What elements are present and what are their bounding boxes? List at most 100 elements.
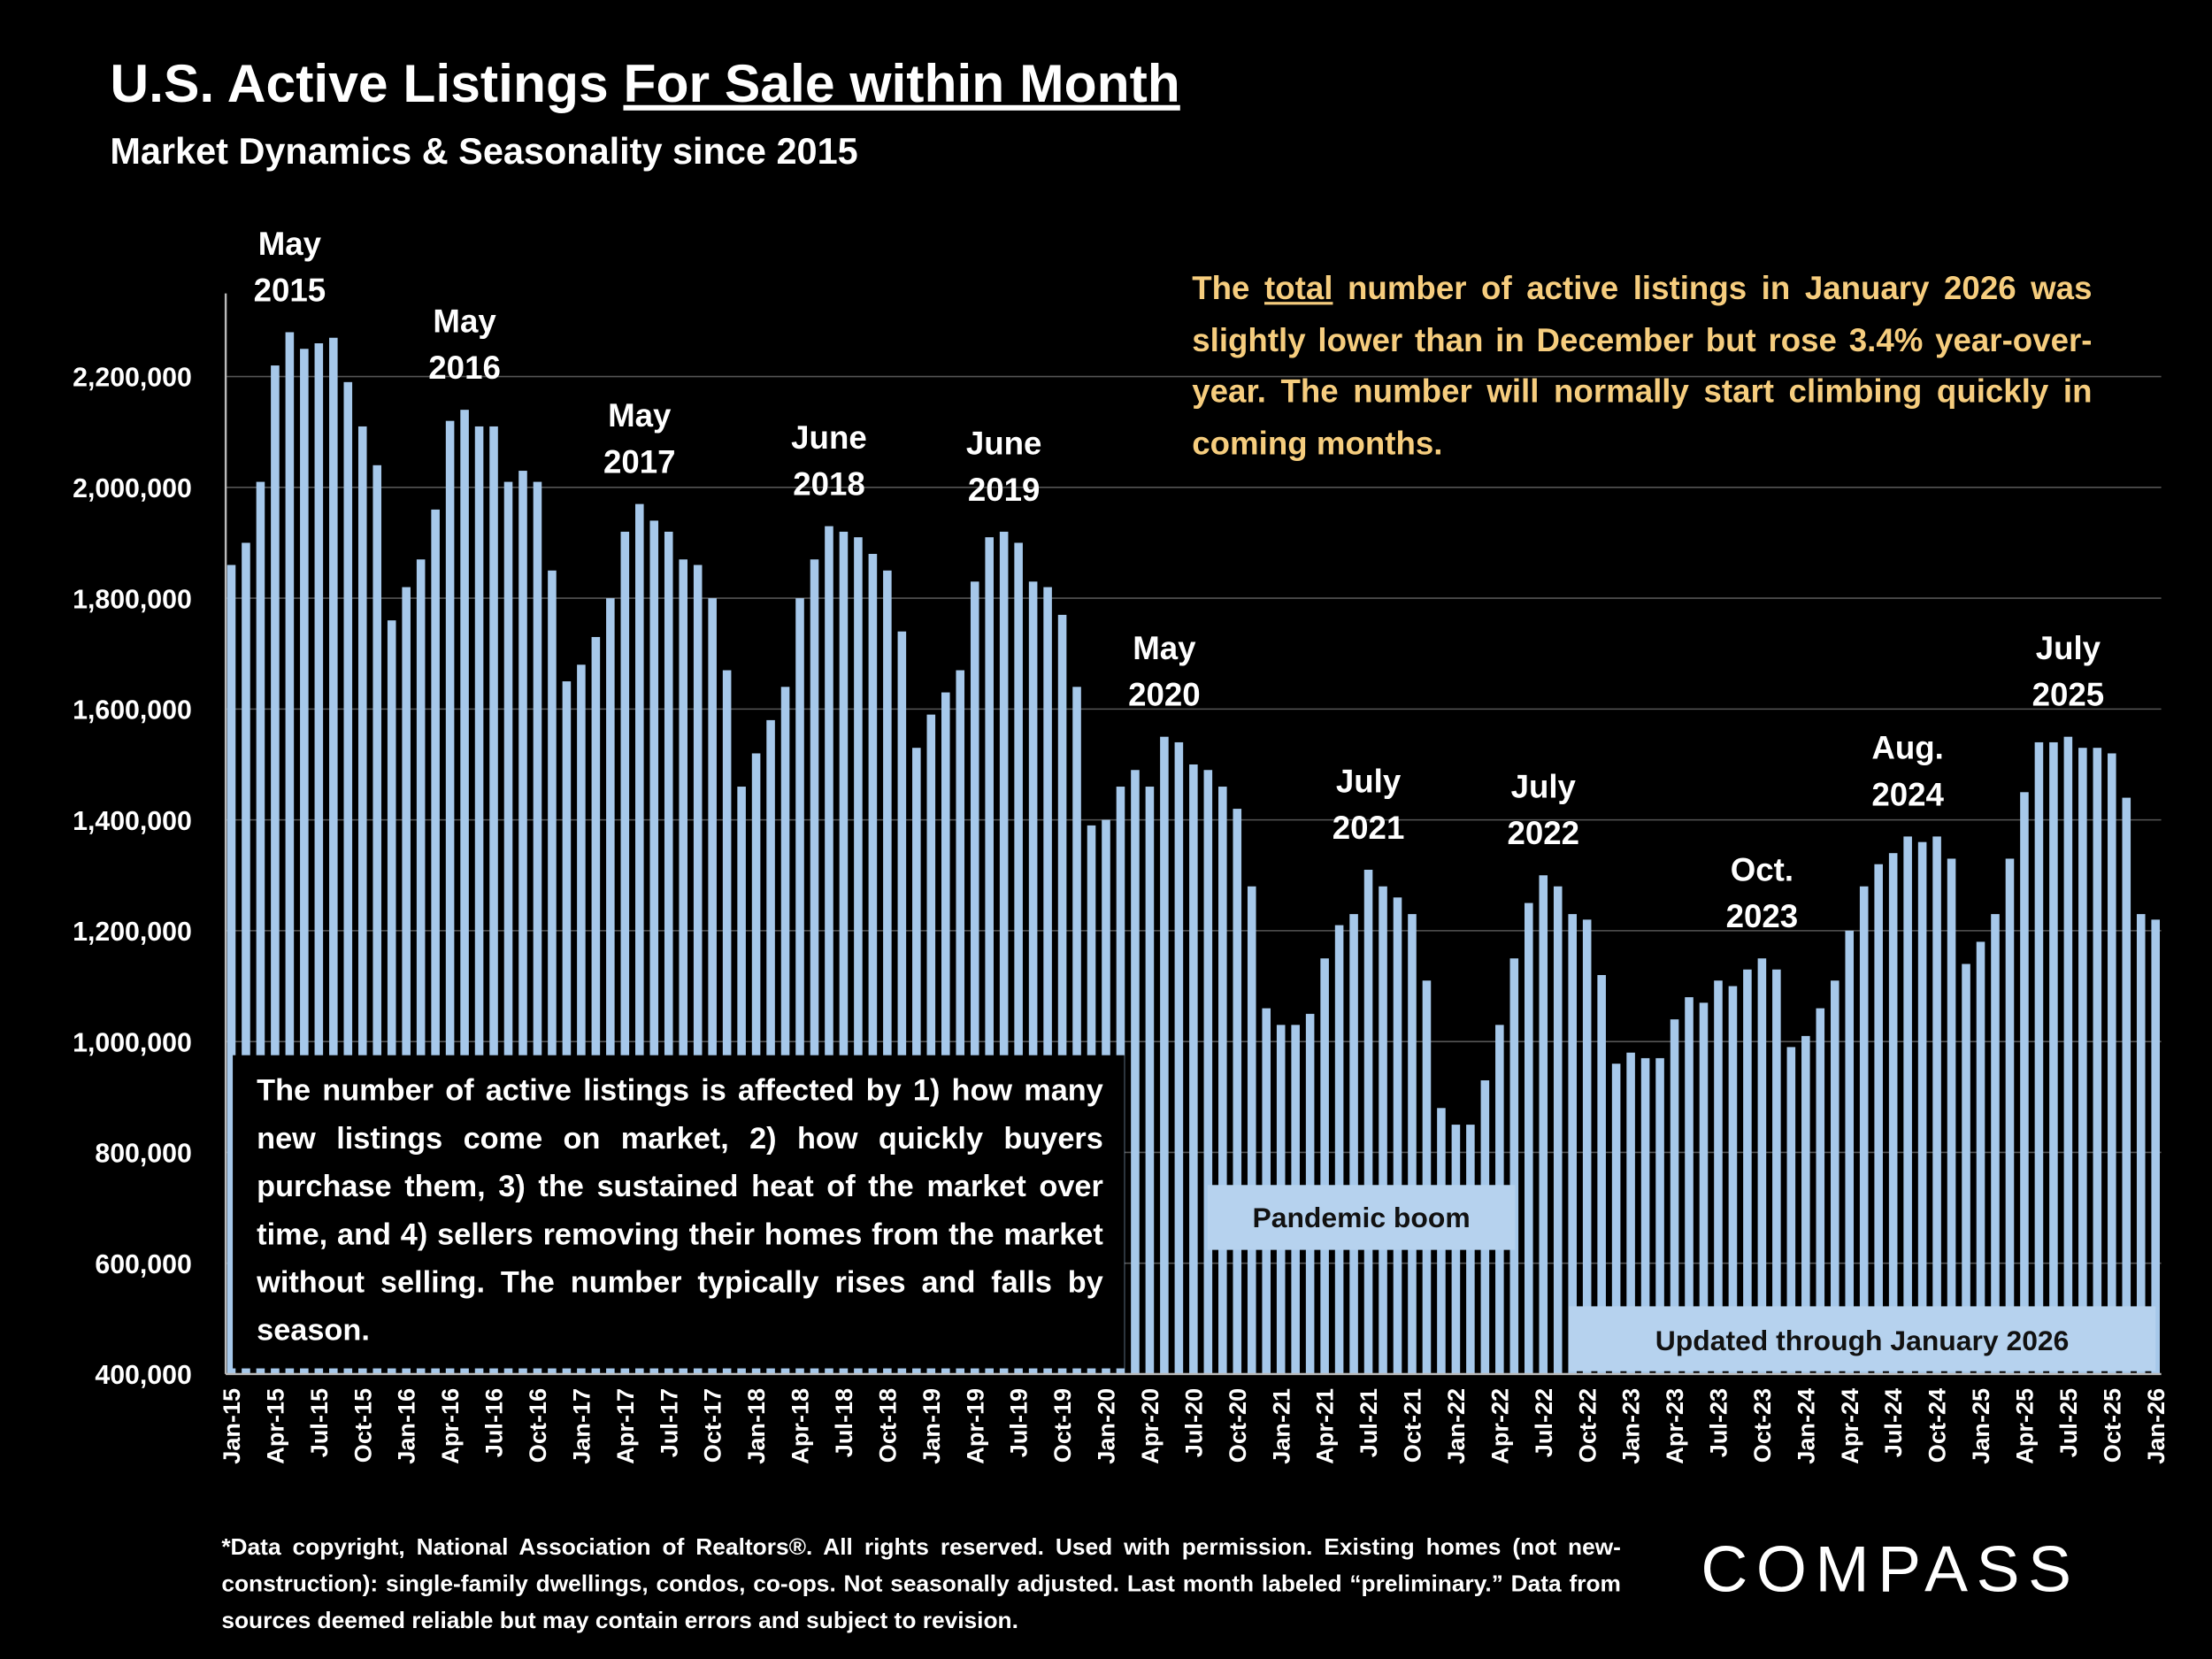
y-tick-label: 800,000	[95, 1140, 191, 1169]
bar	[620, 531, 630, 1374]
x-tick-label: Apr-15	[261, 1388, 288, 1464]
bar	[256, 481, 265, 1374]
x-tick-label: Jan-17	[567, 1388, 595, 1464]
bar	[1611, 1064, 1621, 1374]
x-tick-label: Oct-21	[1399, 1388, 1426, 1463]
annotation-line: May	[608, 397, 672, 434]
annotation-line: 2017	[603, 444, 676, 480]
bar	[1174, 741, 1184, 1374]
y-tick-label: 2,000,000	[73, 474, 192, 503]
x-tick-label: Apr-24	[1836, 1388, 1863, 1464]
footnote: *Data copyright, National Association of…	[221, 1534, 1621, 1634]
bar	[227, 565, 236, 1374]
x-tick-label: Jan-16	[393, 1388, 420, 1464]
bar	[722, 670, 732, 1374]
bar	[271, 365, 280, 1374]
bar	[1320, 958, 1329, 1374]
bar	[1801, 1035, 1810, 1374]
bar	[1539, 875, 1548, 1374]
x-tick-label: Jul-22	[1530, 1388, 1557, 1457]
annotation-line: May	[258, 226, 322, 262]
bar	[679, 559, 687, 1374]
y-tick-label: 400,000	[95, 1361, 191, 1390]
updated-label: Updated through January 2026	[1655, 1325, 2070, 1356]
annotation: June 2019	[966, 425, 1042, 508]
note-container: The total number of active listings in J…	[1192, 263, 2092, 469]
bar	[926, 714, 936, 1374]
y-tick-label: 2,200,000	[73, 364, 192, 393]
bar	[562, 681, 572, 1374]
bar	[1349, 914, 1358, 1374]
bar	[591, 636, 601, 1374]
bar	[606, 598, 615, 1374]
x-tick-label: Jan-18	[742, 1388, 770, 1464]
annotation-line: May	[1133, 630, 1196, 666]
bar	[474, 426, 484, 1374]
x-tick-label: Apr-18	[787, 1388, 814, 1464]
explanation-container: The number of active listings is affecte…	[257, 1073, 1103, 1348]
bar	[1772, 969, 1781, 1374]
note-after: number of active listings in January 202…	[1192, 269, 2093, 461]
bar	[1816, 1008, 1825, 1374]
annotation-line: 2016	[428, 349, 501, 386]
annotation: May 2020	[1128, 630, 1201, 713]
bar	[1786, 1047, 1796, 1374]
x-tick-label: Jul-20	[1179, 1388, 1207, 1457]
x-tick-label: Jul-23	[1705, 1388, 1732, 1457]
explanation: The number of active listings is affecte…	[257, 1073, 1103, 1348]
bar	[2020, 792, 2029, 1374]
bar	[503, 481, 513, 1374]
bar	[897, 631, 907, 1374]
bar	[825, 526, 833, 1374]
bar	[2063, 736, 2073, 1374]
y-tick-label: 1,800,000	[73, 585, 192, 614]
bar	[489, 426, 498, 1374]
bar	[1757, 958, 1767, 1374]
bar	[2108, 753, 2116, 1374]
annotation-line: 2023	[1726, 898, 1799, 934]
annotation-line: 2021	[1333, 810, 1405, 846]
chart-subtitle: Market Dynamics & Seasonality since 2015	[110, 130, 857, 172]
chart-title-wrap: U.S. Active Listings For Sale within Mon…	[110, 53, 1179, 113]
x-tick-label: Jan-25	[1967, 1388, 1994, 1464]
annotation-line: 2025	[2032, 677, 2105, 713]
x-tick-label: Jul-21	[1355, 1388, 1382, 1457]
annotation-line: 2022	[1507, 815, 1579, 851]
annotation-line: Aug.	[1871, 730, 1943, 766]
note: The total number of active listings in J…	[1192, 263, 2092, 469]
bar	[1903, 836, 1912, 1374]
x-tick-label: Apr-21	[1311, 1388, 1339, 1464]
x-tick-label: Jan-26	[2142, 1388, 2170, 1464]
note-underlined: total	[1264, 269, 1333, 306]
bar	[708, 598, 717, 1374]
x-tick-label: Jul-24	[1879, 1388, 1907, 1457]
bar	[548, 570, 557, 1374]
x-tick-label: Jan-24	[1792, 1388, 1819, 1464]
bar	[387, 620, 396, 1374]
x-tick-label: Jul-19	[1005, 1388, 1033, 1457]
bar	[1203, 770, 1213, 1374]
labels: 400,000 600,000 800,000 1,000,000 1,200,000 1…	[73, 226, 2170, 1464]
x-tick-label: Jul-18	[830, 1388, 857, 1457]
annotation: Aug. 2024	[1871, 730, 1944, 813]
bar	[693, 565, 703, 1374]
note-before: The	[1192, 269, 1250, 306]
annotation-line: June	[966, 425, 1042, 461]
bar	[1830, 980, 1839, 1374]
bar	[1655, 1057, 1664, 1374]
bar	[956, 670, 965, 1374]
bar	[970, 581, 979, 1374]
x-tick-label: Jul-16	[480, 1388, 508, 1457]
bar	[1640, 1057, 1650, 1374]
x-tick-label: Oct-22	[1573, 1388, 1601, 1463]
bar	[357, 426, 367, 1374]
bar	[883, 570, 892, 1374]
bar	[2005, 858, 2015, 1374]
bar	[795, 598, 804, 1374]
bar	[766, 719, 775, 1374]
x-tick-label: Apr-20	[1136, 1388, 1164, 1464]
x-tick-label: Jul-17	[655, 1388, 682, 1457]
bar	[1218, 787, 1227, 1374]
bar	[839, 531, 849, 1374]
